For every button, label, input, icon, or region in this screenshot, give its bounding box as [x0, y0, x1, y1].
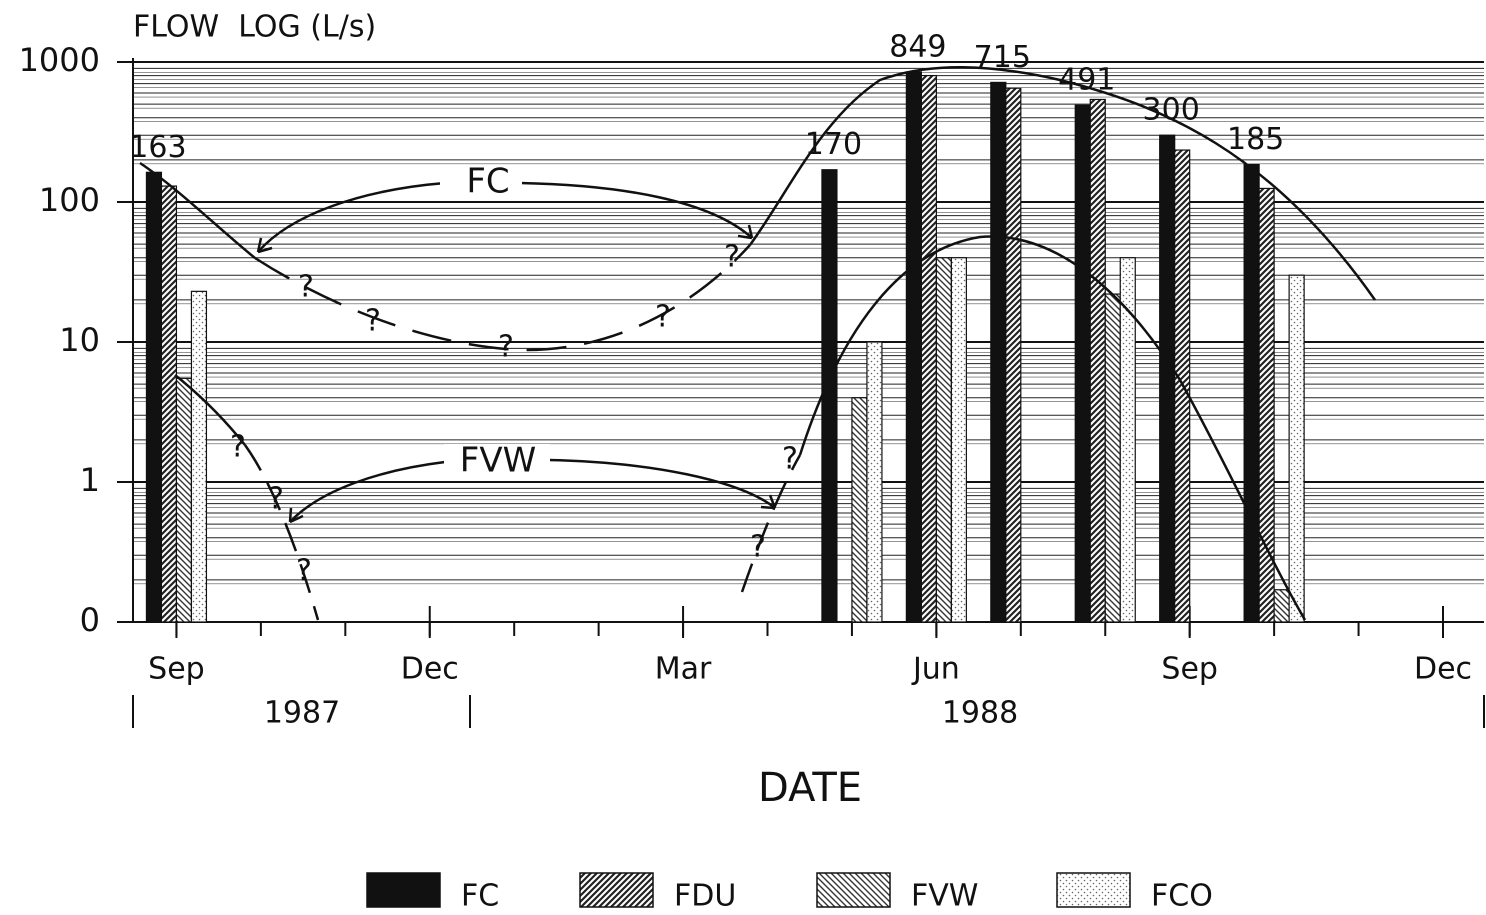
fvw-curve-dashed — [243, 444, 320, 621]
uncertain-marker: ? — [724, 240, 740, 275]
arrow — [257, 181, 446, 253]
value-label: 849 — [889, 29, 946, 64]
x-tick-label: Sep — [148, 652, 205, 687]
legend-label: FVW — [911, 879, 978, 914]
bar — [821, 169, 838, 623]
bar — [851, 397, 868, 623]
bar — [990, 81, 1007, 623]
uncertain-marker: ? — [750, 530, 766, 565]
value-label: 185 — [1227, 122, 1284, 157]
legend: FC FDU FVW FCO — [366, 872, 1213, 914]
legend-swatch — [579, 872, 654, 908]
y-tick-label: 100 — [39, 181, 100, 219]
bar — [175, 377, 193, 623]
bar — [1258, 187, 1275, 623]
arrow — [519, 181, 753, 239]
year-label: 1988 — [942, 696, 1018, 731]
x-axis-title: DATE — [758, 765, 862, 811]
legend-swatch — [1056, 872, 1131, 908]
arrow — [289, 460, 446, 523]
annotation: FC — [466, 162, 509, 202]
uncertain-marker: ? — [782, 442, 798, 477]
annotation-bg — [444, 444, 550, 480]
bar — [935, 257, 952, 623]
bar — [950, 257, 967, 623]
uncertain-marker: ? — [498, 330, 514, 365]
annotation-bg — [440, 165, 522, 201]
y-tick-label: 10 — [59, 321, 100, 359]
uncertain-marker: ? — [298, 270, 314, 305]
uncertain-marker: ? — [365, 304, 381, 339]
bar — [1243, 163, 1260, 623]
legend-swatch — [816, 872, 891, 908]
bar — [905, 71, 922, 623]
y-tick-label: 1000 — [19, 41, 100, 79]
annotation: FVW — [460, 441, 536, 481]
legend-label: FDU — [674, 879, 736, 914]
y-tick-label: 0 — [80, 601, 100, 639]
bar — [1273, 589, 1290, 623]
x-tick-label: Mar — [655, 652, 712, 687]
arrowhead — [256, 237, 273, 254]
year-label: 1987 — [264, 696, 340, 731]
fc-curve-dashed — [254, 244, 751, 352]
annotation-arrows — [256, 181, 777, 524]
x-tick-label: Dec — [1414, 652, 1472, 687]
fc-curve — [139, 161, 256, 259]
arrowhead — [288, 507, 304, 524]
bar — [1104, 293, 1121, 623]
fvw-curve — [174, 374, 246, 446]
fvw-curve — [798, 235, 1307, 621]
uncertain-marker: ? — [268, 482, 284, 517]
value-label: 170 — [805, 127, 862, 162]
bar — [160, 185, 178, 623]
bar — [1119, 257, 1136, 623]
legend-swatch — [366, 872, 441, 908]
arrow — [547, 458, 776, 509]
arrowhead — [737, 224, 754, 240]
uncertain-marker: ? — [230, 430, 246, 465]
bar — [145, 171, 163, 623]
uncertain-markers: ? ? ? ? ? ? ? ? ? ? — [230, 240, 798, 589]
year-separators — [132, 695, 1485, 728]
bar — [190, 290, 208, 623]
bar — [866, 341, 883, 623]
legend-label: FCO — [1151, 879, 1213, 914]
bar — [920, 74, 937, 623]
bar — [1074, 104, 1091, 623]
x-tick-label: Sep — [1161, 652, 1218, 687]
fvw-curve-dashed — [740, 454, 802, 593]
y-tick-label: 1 — [80, 461, 100, 499]
x-tick-label: Jun — [911, 652, 960, 687]
chart-title: FLOW LOG (L/s) — [133, 10, 376, 45]
uncertain-marker: ? — [296, 554, 312, 589]
bar — [1159, 134, 1176, 623]
fc-curve — [748, 66, 1377, 301]
bar — [1288, 274, 1305, 623]
uncertain-marker: ? — [655, 300, 671, 335]
trend-curves — [139, 66, 1377, 621]
value-label: 163 — [129, 130, 186, 165]
bar — [1005, 87, 1022, 623]
arrowhead — [760, 494, 777, 510]
bar — [1089, 98, 1106, 623]
legend-label: FC — [461, 879, 499, 914]
x-tick-label: Dec — [401, 652, 459, 687]
